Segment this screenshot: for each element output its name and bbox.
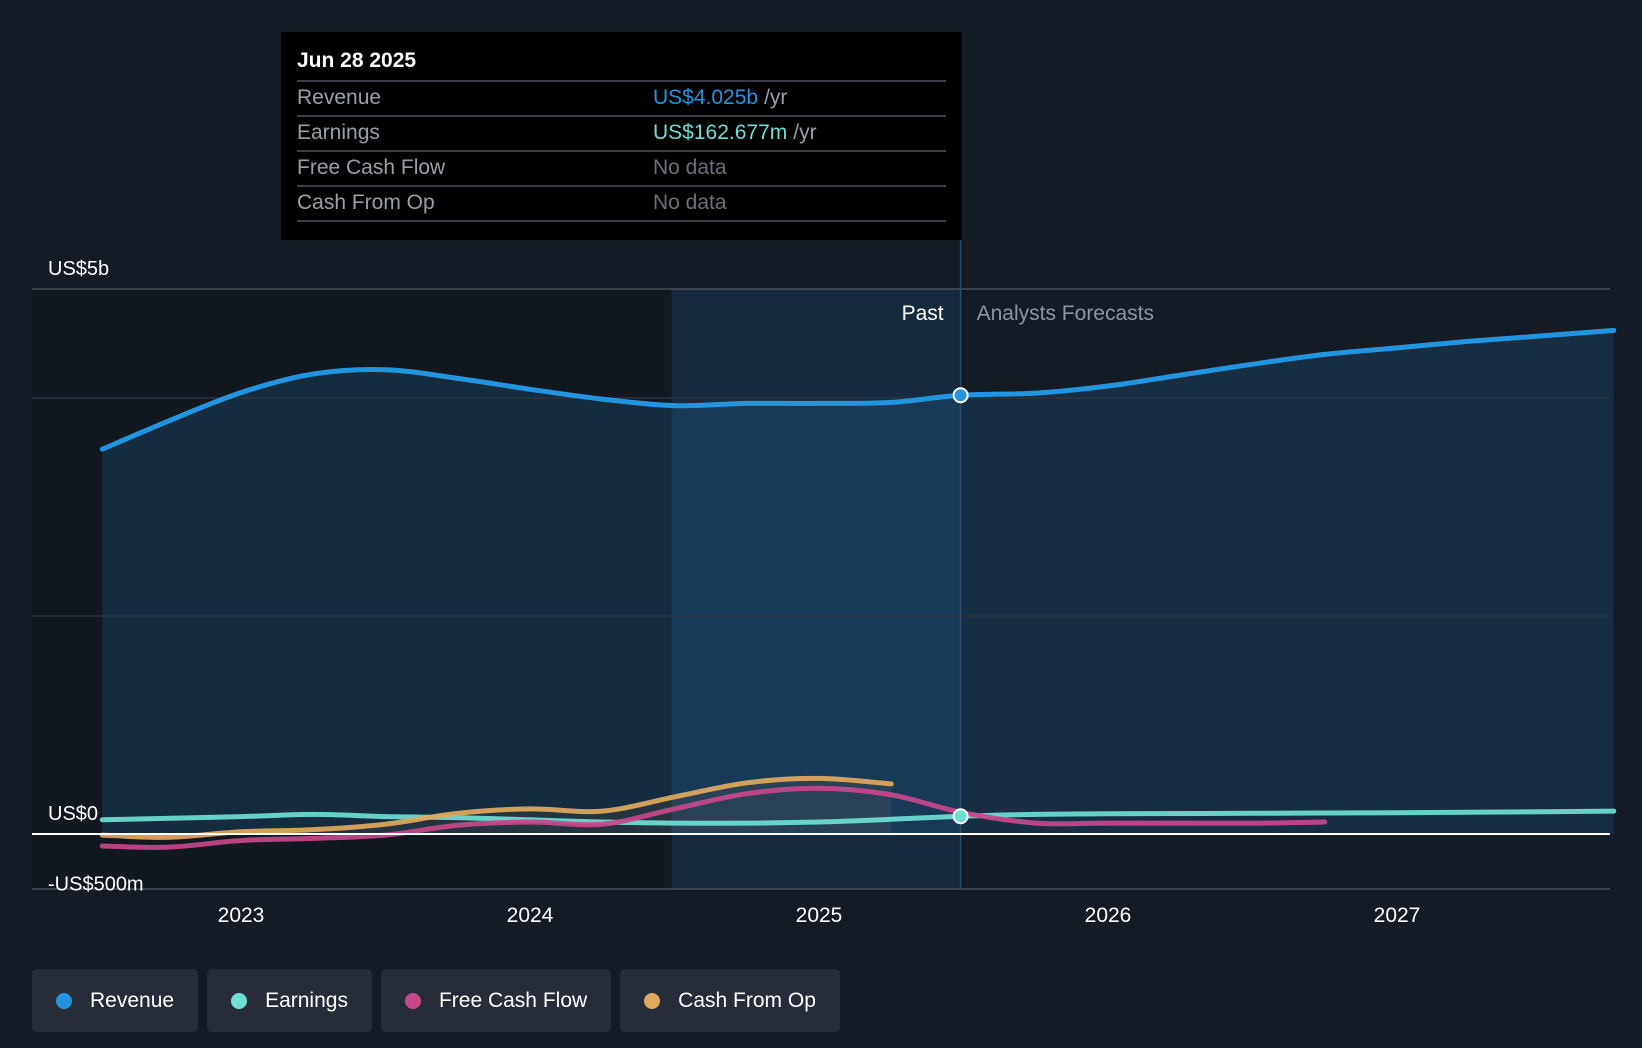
tooltip-date: Jun 28 2025 (297, 49, 417, 72)
tooltip-label: Cash From Op (297, 191, 435, 214)
legend-label: Earnings (265, 988, 348, 1012)
legend-item-free-cash-flow[interactable]: Free Cash Flow (380, 969, 612, 1032)
revenue-dot-icon (56, 992, 72, 1009)
tooltip-row-cash-from-op: Cash From Op No data (297, 185, 946, 222)
past-label: Past (902, 302, 944, 325)
data-tooltip: Jun 28 2025 Revenue US$4.025b /yr Earnin… (281, 32, 962, 240)
x-tick-label: 2023 (218, 904, 265, 927)
x-tick-label: 2026 (1085, 904, 1132, 927)
x-tick-label: 2027 (1374, 904, 1421, 927)
revenue-line (99, 327, 1617, 452)
tooltip-value-free-cash-flow: No data (653, 156, 727, 179)
x-tick-label: 2025 (796, 904, 843, 927)
legend-label: Cash From Op (678, 988, 816, 1012)
legend-item-earnings[interactable]: Earnings (207, 969, 372, 1032)
legend-item-cash-from-op[interactable]: Cash From Op (620, 969, 840, 1032)
legend-label: Free Cash Flow (438, 988, 588, 1012)
tooltip-row-earnings: Earnings US$162.677m /yr (297, 115, 946, 150)
free-cash-flow-dot-icon (404, 992, 421, 1009)
tooltip-value-cash-from-op: No data (653, 191, 727, 214)
earnings-point (952, 808, 969, 825)
legend-item-revenue[interactable]: Revenue (32, 969, 199, 1032)
tooltip-label: Free Cash Flow (297, 156, 446, 179)
forecast-label: Analysts Forecasts (977, 302, 1154, 325)
chart-legend: Revenue Earnings Free Cash Flow Cash Fro… (32, 969, 840, 1032)
revenue-point (952, 387, 969, 404)
tooltip-value-revenue: US$4.025b (653, 86, 759, 109)
earnings-line (99, 808, 1617, 826)
tooltip-unit: /yr (764, 86, 788, 109)
cash-from-op-dot-icon (644, 992, 661, 1009)
y-tick-label: US$0 (48, 803, 98, 825)
revenue-area (102, 330, 1614, 834)
legend-label: Revenue (90, 988, 175, 1012)
x-tick-label: 2024 (507, 904, 554, 927)
tooltip-label: Earnings (297, 121, 380, 144)
earnings-dot-icon (231, 992, 248, 1009)
tooltip-value-earnings: US$162.677m (653, 121, 788, 144)
free-cash-flow-line (99, 785, 1328, 850)
y-tick-label: US$5b (48, 258, 109, 280)
cash-from-op-line (99, 775, 894, 840)
tooltip-row-free-cash-flow: Free Cash Flow No data (297, 150, 946, 185)
tooltip-label: Revenue (297, 86, 382, 109)
y-tick-label: -US$500m (48, 874, 144, 896)
tooltip-row-revenue: Revenue US$4.025b /yr (297, 80, 946, 115)
tooltip-unit: /yr (793, 121, 817, 144)
